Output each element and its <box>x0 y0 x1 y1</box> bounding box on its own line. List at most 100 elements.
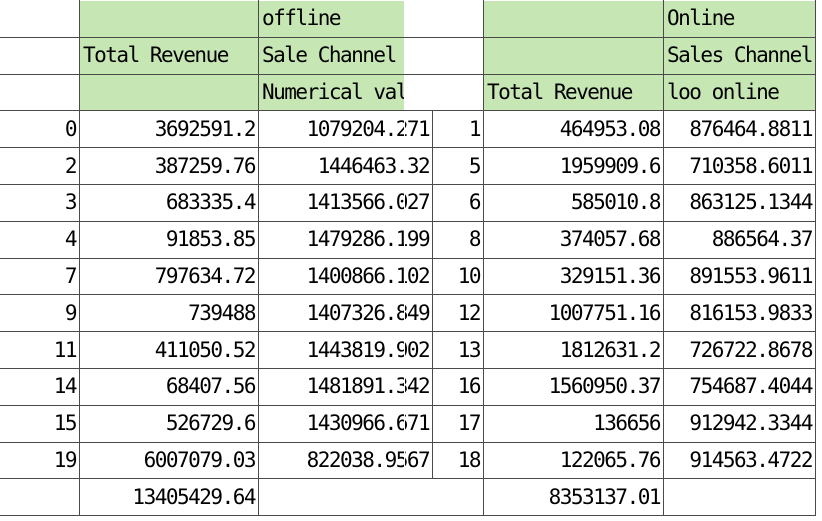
total-revenue-sum-cell[interactable]: 13405429.64 <box>79 478 259 517</box>
total-revenue-cell[interactable]: 387259.76 <box>79 147 259 185</box>
header-total-revenue[interactable]: Total Revenue <box>483 73 664 112</box>
row-index-cell[interactable]: 12 <box>404 294 484 333</box>
table-row: 16 1560950.37 754687.4044 <box>404 367 816 406</box>
table-row: 2 387259.76 1446463.32 <box>0 147 434 185</box>
cell-empty[interactable] <box>0 0 80 38</box>
row-index-cell[interactable]: 16 <box>404 367 484 406</box>
numerical-value-cell[interactable]: 1479286.199 <box>257 220 434 259</box>
table-row: 19 6007079.03 822038.9567 <box>0 441 434 480</box>
total-revenue-cell[interactable]: 739488 <box>79 294 259 333</box>
row-index-cell[interactable]: 2 <box>0 147 80 185</box>
row-index-cell[interactable]: 17 <box>404 404 484 443</box>
row-index-cell[interactable]: 8 <box>404 220 484 259</box>
numerical-value-cell[interactable]: 1443819.902 <box>257 331 434 369</box>
total-revenue-cell[interactable]: 91853.85 <box>79 220 259 259</box>
total-revenue-cell[interactable]: 411050.52 <box>79 331 259 369</box>
header-cell-empty[interactable] <box>483 0 664 38</box>
total-row: 8353137.01 <box>404 478 816 517</box>
numerical-value-cell[interactable]: 1430966.671 <box>257 404 434 443</box>
total-revenue-cell[interactable]: 122065.76 <box>483 441 664 480</box>
total-revenue-cell[interactable]: 6007079.03 <box>79 441 259 480</box>
header-channel-title[interactable]: offline <box>257 0 434 38</box>
row-index-cell[interactable]: 5 <box>404 147 484 185</box>
header-online-value[interactable]: loo online <box>663 73 816 112</box>
table-row: 9 739488 1407326.849 <box>0 294 434 333</box>
cell-empty[interactable] <box>0 73 80 112</box>
table-row: 3 683335.4 1413566.027 <box>0 183 434 222</box>
online-revenue-table: Online Sales Channel Total Revenue loo o… <box>404 0 816 517</box>
header-total-revenue[interactable]: Total Revenue <box>79 36 259 75</box>
total-revenue-cell[interactable]: 1812631.2 <box>483 331 664 369</box>
header-row-3: Total Revenue loo online <box>404 73 816 112</box>
numerical-value-cell[interactable]: 1079204.271 <box>257 110 434 149</box>
row-index-cell[interactable]: 3 <box>0 183 80 222</box>
total-revenue-cell[interactable]: 3692591.2 <box>79 110 259 149</box>
table-row: 5 1959909.6 710358.6011 <box>404 147 816 185</box>
cell-empty[interactable] <box>404 0 484 38</box>
online-value-cell[interactable]: 876464.8811 <box>663 110 816 149</box>
table-row: 10 329151.36 891553.9611 <box>404 257 816 296</box>
row-index-cell[interactable]: 18 <box>404 441 484 480</box>
header-row-2: Sales Channel <box>404 36 816 75</box>
table-row: 11 411050.52 1443819.902 <box>0 331 434 369</box>
online-value-cell[interactable]: 912942.3344 <box>663 404 816 443</box>
total-row: 13405429.64 <box>0 478 434 517</box>
online-value-cell[interactable]: 886564.37 <box>663 220 816 259</box>
row-index-cell[interactable]: 1 <box>404 110 484 149</box>
total-revenue-cell[interactable]: 1560950.37 <box>483 367 664 406</box>
cell-empty[interactable] <box>404 36 484 75</box>
online-value-cell[interactable]: 863125.1344 <box>663 183 816 222</box>
cell-empty[interactable] <box>404 478 484 517</box>
cell-empty[interactable] <box>404 73 484 112</box>
online-value-cell[interactable]: 914563.4722 <box>663 441 816 480</box>
row-index-cell[interactable]: 0 <box>0 110 80 149</box>
total-revenue-cell[interactable]: 797634.72 <box>79 257 259 296</box>
total-revenue-cell[interactable]: 374057.68 <box>483 220 664 259</box>
row-index-cell[interactable]: 15 <box>0 404 80 443</box>
row-index-cell[interactable]: 19 <box>0 441 80 480</box>
cell-empty[interactable] <box>663 478 816 517</box>
row-index-cell[interactable]: 4 <box>0 220 80 259</box>
online-value-cell[interactable]: 726722.8678 <box>663 331 816 369</box>
row-index-cell[interactable]: 11 <box>0 331 80 369</box>
total-revenue-cell[interactable]: 136656 <box>483 404 664 443</box>
total-revenue-cell[interactable]: 329151.36 <box>483 257 664 296</box>
total-revenue-cell[interactable]: 683335.4 <box>79 183 259 222</box>
row-index-cell[interactable]: 6 <box>404 183 484 222</box>
table-row: 12 1007751.16 816153.9833 <box>404 294 816 333</box>
numerical-value-cell[interactable]: 1446463.32 <box>257 147 434 185</box>
row-index-cell[interactable]: 13 <box>404 331 484 369</box>
total-revenue-cell[interactable]: 585010.8 <box>483 183 664 222</box>
header-cell-empty[interactable] <box>79 73 259 112</box>
total-revenue-cell[interactable]: 526729.6 <box>79 404 259 443</box>
header-channel-title[interactable]: Online <box>663 0 816 38</box>
table-row: 17 136656 912942.3344 <box>404 404 816 443</box>
cell-empty[interactable] <box>257 478 434 517</box>
total-revenue-sum-cell[interactable]: 8353137.01 <box>483 478 664 517</box>
header-sales-channel[interactable]: Sales Channel <box>663 36 816 75</box>
total-revenue-cell[interactable]: 464953.08 <box>483 110 664 149</box>
cell-empty[interactable] <box>0 478 80 517</box>
offline-revenue-table: offline Total Revenue Sale Channel Numer… <box>0 0 434 517</box>
numerical-value-cell[interactable]: 1400866.102 <box>257 257 434 296</box>
header-cell-empty[interactable] <box>483 36 664 75</box>
cell-empty[interactable] <box>0 36 80 75</box>
total-revenue-cell[interactable]: 68407.56 <box>79 367 259 406</box>
total-revenue-cell[interactable]: 1007751.16 <box>483 294 664 333</box>
numerical-value-cell[interactable]: 1407326.849 <box>257 294 434 333</box>
numerical-value-cell[interactable]: 1481891.342 <box>257 367 434 406</box>
online-value-cell[interactable]: 891553.9611 <box>663 257 816 296</box>
row-index-cell[interactable]: 9 <box>0 294 80 333</box>
total-revenue-cell[interactable]: 1959909.6 <box>483 147 664 185</box>
row-index-cell[interactable]: 7 <box>0 257 80 296</box>
online-value-cell[interactable]: 754687.4044 <box>663 367 816 406</box>
header-cell-empty[interactable] <box>79 0 259 38</box>
row-index-cell[interactable]: 10 <box>404 257 484 296</box>
numerical-value-cell[interactable]: 1413566.027 <box>257 183 434 222</box>
header-row-1: Online <box>404 0 816 38</box>
online-value-cell[interactable]: 816153.9833 <box>663 294 816 333</box>
row-index-cell[interactable]: 14 <box>0 367 80 406</box>
online-value-cell[interactable]: 710358.6011 <box>663 147 816 185</box>
table-row: 18 122065.76 914563.4722 <box>404 441 816 480</box>
numerical-value-cell[interactable]: 822038.9567 <box>257 441 434 480</box>
